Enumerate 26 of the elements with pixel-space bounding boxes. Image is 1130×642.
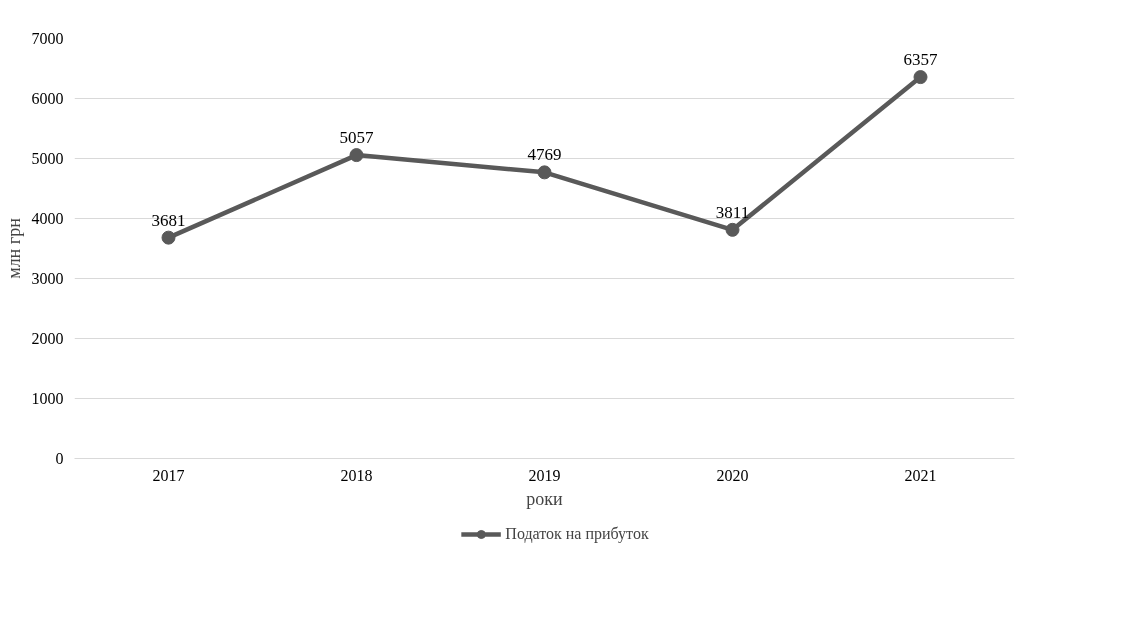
point [725, 222, 740, 237]
y-tick-label: 6000 [31, 90, 64, 107]
point [349, 148, 364, 163]
point [161, 230, 176, 245]
y-axis-title: млн грн [3, 217, 24, 279]
y-tick-label: 5000 [31, 150, 64, 167]
legend-label: Податок на прибуток [505, 524, 649, 543]
point [913, 70, 928, 85]
x-tick-label: 2017 [152, 466, 185, 484]
x-tick-label: 2019 [528, 466, 561, 484]
x-tick-label: 2021 [904, 466, 937, 484]
data-label: 6357 [903, 50, 938, 70]
x-tick-label: 2020 [716, 466, 749, 484]
data-label: 3681 [151, 210, 186, 230]
x-axis-title: роки [526, 488, 564, 509]
y-tick-label: 3000 [31, 270, 64, 287]
y-tick-label: 0 [55, 450, 64, 467]
x-tick-label: 2018 [340, 466, 373, 484]
y-tick-label: 4000 [31, 210, 64, 227]
data-label: 3811 [715, 202, 750, 222]
y-tick-label: 1000 [31, 390, 64, 407]
y-tick-label: 2000 [31, 330, 64, 347]
data-label: 4769 [527, 145, 562, 165]
y-tick-label: 7000 [31, 30, 64, 47]
point [537, 165, 552, 180]
data-label: 5057 [339, 128, 374, 148]
